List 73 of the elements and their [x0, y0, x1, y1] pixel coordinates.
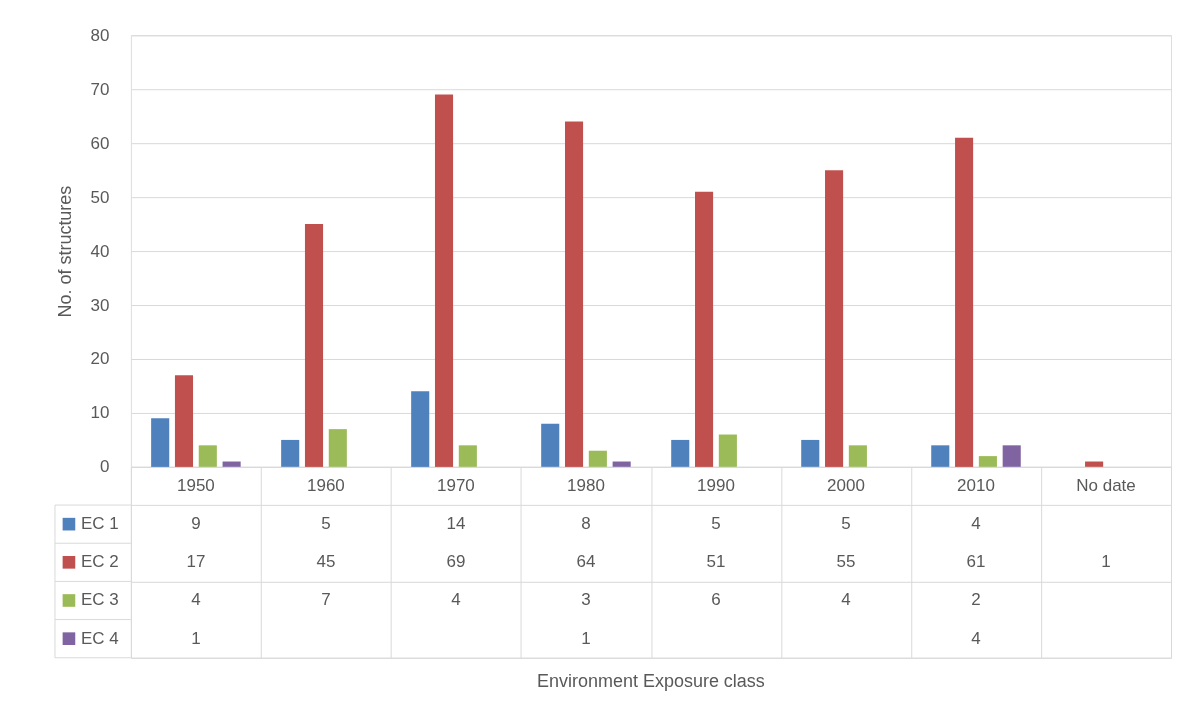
bar	[848, 445, 867, 467]
bar	[978, 456, 997, 467]
text: Environment Exposure class	[537, 670, 765, 691]
data-label: 4	[451, 590, 461, 610]
data-label: 1	[1101, 552, 1111, 572]
bar	[541, 423, 560, 467]
bar	[612, 461, 631, 467]
x-tick-label: 2010	[957, 475, 995, 495]
data-label: 5	[711, 514, 721, 534]
x-tick-label: 2000	[827, 475, 865, 495]
bar	[1085, 461, 1104, 467]
data-label: 4	[971, 514, 981, 534]
bar	[222, 461, 241, 467]
data-label: 8	[581, 514, 591, 534]
data-label: 5	[841, 514, 851, 534]
data-label: 61	[966, 552, 986, 572]
bar	[411, 391, 430, 467]
y-tick-label: 40	[90, 241, 110, 261]
data-label: 64	[576, 552, 596, 572]
data-label: 55	[836, 552, 856, 572]
bar	[174, 375, 194, 467]
y-tick-label: 60	[90, 133, 110, 153]
data-label: 7	[321, 590, 331, 610]
data-label: 17	[186, 552, 206, 572]
y-tick-label: 30	[90, 295, 110, 315]
bar	[588, 450, 607, 467]
y-tick-label: 0	[99, 457, 110, 477]
x-tick-label: 1950	[177, 475, 215, 495]
bar	[825, 170, 844, 467]
x-tick-label: 1960	[307, 475, 345, 495]
data-label: 9	[191, 514, 201, 534]
data-label: 14	[446, 514, 466, 534]
legend-label: EC 2	[80, 552, 119, 572]
y-tick-label: 20	[90, 349, 110, 369]
bar	[955, 137, 974, 467]
y-tick-label: 80	[90, 25, 110, 45]
bar	[151, 418, 170, 467]
data-label: 69	[446, 552, 466, 572]
x-tick-label: 1970	[437, 475, 475, 495]
data-label: 1	[581, 628, 591, 648]
data-label: 4	[191, 590, 201, 610]
data-label: 2	[971, 590, 981, 610]
bar	[281, 439, 300, 467]
x-tick-label: 1980	[567, 475, 605, 495]
y-tick-label: 10	[90, 403, 110, 423]
data-label: 4	[841, 590, 851, 610]
data-label: 1	[191, 628, 201, 648]
bar	[564, 121, 584, 467]
bar	[328, 429, 347, 467]
bar	[695, 191, 714, 467]
bar	[458, 445, 477, 467]
x-tick-label: 1990	[697, 475, 735, 495]
y-tick-label: 70	[90, 79, 110, 99]
legend-label: EC 3	[80, 590, 119, 610]
x-tick-label: No date	[1076, 475, 1136, 495]
data-label: 4	[971, 628, 981, 648]
bar	[801, 439, 820, 467]
data-label: 51	[706, 552, 726, 572]
bar	[1002, 445, 1021, 467]
bar	[931, 445, 950, 467]
y-tick-label: 50	[90, 187, 110, 207]
bar	[198, 445, 217, 467]
data-label: 45	[316, 552, 336, 572]
bar	[434, 94, 454, 467]
legend-label: EC 1	[80, 514, 119, 534]
data-label: 5	[321, 514, 331, 534]
bar	[304, 224, 324, 467]
y-axis-title: No. of structures	[54, 185, 75, 318]
data-label: 3	[581, 590, 591, 610]
legend-label: EC 4	[80, 628, 119, 648]
data-label: 6	[711, 590, 721, 610]
bar	[718, 434, 737, 467]
bar	[671, 439, 690, 467]
